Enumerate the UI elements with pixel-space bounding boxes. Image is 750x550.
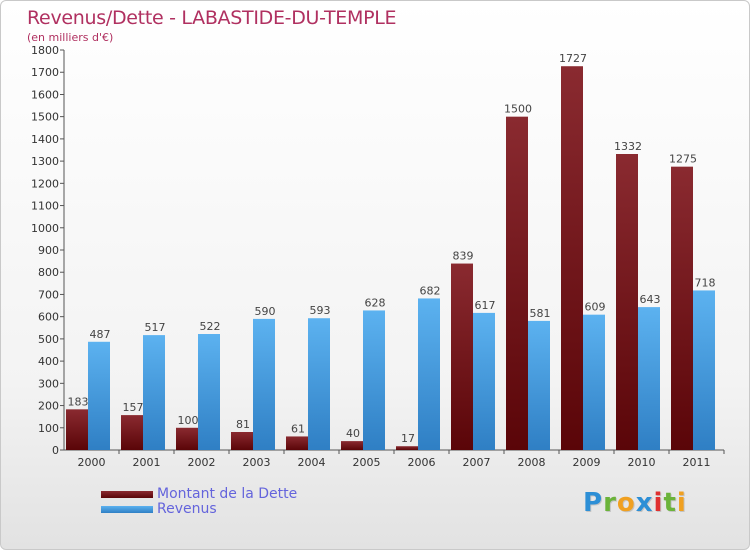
data-label-dette: 839 [453, 250, 474, 263]
bar-dette [451, 263, 473, 450]
y-tick-label: 800 [38, 266, 59, 279]
bar-dette [176, 427, 198, 450]
data-label-revenus: 522 [200, 320, 221, 333]
bar-dette [231, 432, 253, 450]
y-tick-label: 1300 [31, 155, 59, 168]
bar-revenus [638, 307, 660, 450]
x-tick-label: 2003 [243, 456, 271, 469]
y-tick-label: 1000 [31, 222, 59, 235]
y-tick-label: 100 [38, 422, 59, 435]
logo-letter: r [603, 488, 617, 518]
bar-revenus [363, 310, 385, 450]
data-label-revenus: 487 [90, 328, 111, 341]
logo-letter: i [676, 488, 687, 518]
y-axis: 0 100 200 300 400 500 600 700 800 900 1000 1100 1200… [31, 44, 65, 457]
bar-revenus [198, 334, 220, 450]
x-tick-label: 2011 [683, 456, 711, 469]
y-tick-label: 1700 [31, 66, 59, 79]
data-label-dette: 1332 [614, 140, 642, 153]
logo-letter: i [653, 488, 664, 518]
bar-revenus [693, 290, 715, 450]
x-tick-label: 2007 [463, 456, 491, 469]
bars [66, 66, 715, 451]
data-label-dette: 157 [123, 401, 144, 414]
data-label-revenus: 643 [640, 293, 661, 306]
data-label-revenus: 609 [585, 301, 606, 314]
bar-dette [341, 441, 363, 450]
logo-letter: o [616, 488, 636, 518]
data-label-dette: 1500 [504, 103, 532, 116]
data-label-revenus: 718 [695, 276, 716, 289]
bar-revenus [143, 335, 165, 450]
bar-dette [66, 409, 88, 450]
bar-revenus [583, 314, 605, 450]
logo-letter: x [635, 488, 654, 518]
bar-dette [396, 446, 418, 450]
x-tick-label: 2001 [133, 456, 161, 469]
y-tick-label: 900 [38, 244, 59, 257]
x-tick-label: 2010 [628, 456, 656, 469]
legend-label-revenus: Revenus [157, 501, 217, 517]
y-tick-label: 1500 [31, 111, 59, 124]
chart-title: Revenus/Dette - LABASTIDE-DU-TEMPLE [27, 7, 397, 29]
data-label-dette: 61 [291, 422, 305, 435]
logo-letter: t [663, 488, 677, 518]
y-tick-label: 700 [38, 288, 59, 301]
y-tick-label: 1800 [31, 44, 59, 57]
x-tick-label: 2006 [408, 456, 436, 469]
x-tick-label: 2008 [518, 456, 546, 469]
data-label-dette: 100 [178, 414, 199, 427]
bar-dette [121, 415, 143, 450]
x-axis: 2000 2001 2002 2003 2004 2005 2006 2007 2008 2009… [64, 449, 725, 469]
bar-revenus [253, 318, 275, 450]
y-tick-label: 200 [38, 400, 59, 413]
proxiti-logo: Proxiti [583, 488, 687, 518]
y-tick-label: 500 [38, 333, 59, 346]
data-label-dette: 40 [346, 427, 360, 440]
data-label-revenus: 517 [145, 321, 166, 334]
y-tick-label: 0 [52, 444, 59, 457]
x-tick-label: 2002 [188, 456, 216, 469]
data-label-dette: 1275 [669, 153, 697, 166]
data-label-revenus: 682 [420, 284, 441, 297]
bar-revenus [88, 341, 110, 450]
y-tick-label: 1100 [31, 200, 59, 213]
bar-revenus [418, 298, 440, 450]
y-tick-label: 300 [38, 377, 59, 390]
bar-dette [616, 154, 638, 450]
legend-swatch-revenus [101, 506, 153, 513]
logo-letter: P [583, 488, 604, 518]
y-tick-label: 1200 [31, 177, 59, 190]
bar-dette [561, 66, 583, 450]
data-label-revenus: 617 [475, 299, 496, 312]
bar-revenus [308, 318, 330, 450]
bar-dette [286, 436, 308, 450]
x-tick-label: 2000 [78, 456, 106, 469]
data-label-revenus: 581 [530, 307, 551, 320]
data-label-dette: 1727 [559, 52, 587, 65]
y-tick-label: 1400 [31, 133, 59, 146]
bar-revenus [473, 312, 495, 450]
data-label-revenus: 593 [310, 304, 331, 317]
bar-dette [671, 166, 693, 450]
bar-dette [506, 116, 528, 451]
y-tick-label: 600 [38, 311, 59, 324]
y-tick-label: 1600 [31, 88, 59, 101]
data-label-dette: 183 [68, 395, 89, 408]
data-labels: 183 487 157 517 100 522 81 590 61 593 40 628 17 682 83… [68, 52, 716, 445]
chart-subtitle: (en milliers d'€) [27, 31, 114, 44]
data-label-dette: 81 [236, 418, 250, 431]
data-label-revenus: 590 [255, 305, 276, 318]
x-tick-label: 2005 [353, 456, 381, 469]
x-tick-label: 2004 [298, 456, 326, 469]
data-label-dette: 17 [401, 432, 415, 445]
bar-revenus [528, 320, 550, 450]
x-tick-label: 2009 [573, 456, 601, 469]
legend-label-dette: Montant de la Dette [157, 486, 298, 502]
legend-swatch-dette [101, 491, 153, 498]
data-label-revenus: 628 [365, 296, 386, 309]
y-tick-label: 400 [38, 355, 59, 368]
